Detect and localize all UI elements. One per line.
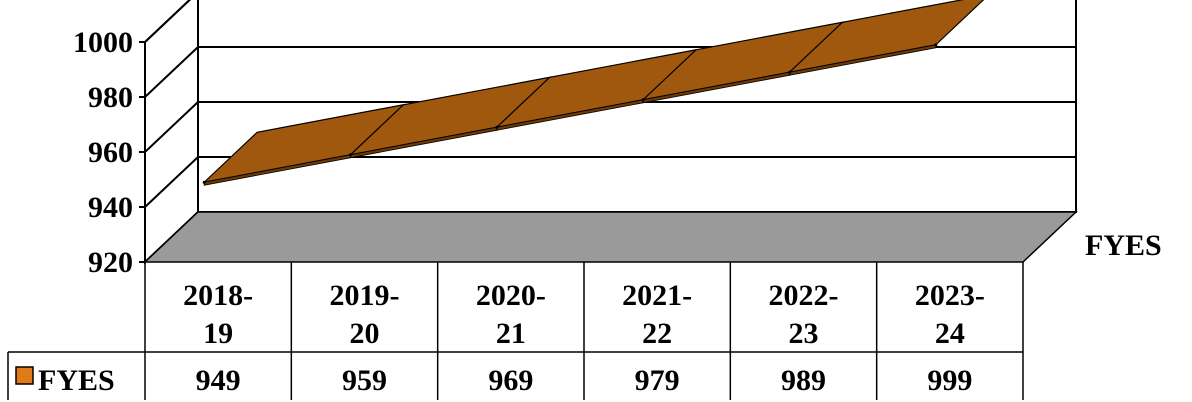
data-point (349, 153, 352, 157)
data-label: 999 (927, 364, 972, 397)
gridline-side (144, 101, 199, 153)
y-tick-label: 980 (88, 81, 133, 114)
data-point (788, 70, 791, 74)
legend-label: FYES (38, 364, 115, 397)
data-label: 979 (635, 364, 680, 397)
y-tick-label: 940 (88, 191, 133, 224)
category-label: 21 (496, 317, 526, 350)
category-label: 2022- (769, 279, 839, 312)
category-label: 2020- (476, 279, 546, 312)
y-axis-ticks: 920 940 960 980 1000 (73, 26, 145, 279)
category-label: 24 (935, 317, 965, 350)
category-label: 23 (789, 317, 819, 350)
series-ribbon (202, 0, 985, 186)
category-label: 2019- (330, 279, 400, 312)
legend-key (15, 366, 34, 385)
category-label: 2021- (622, 279, 692, 312)
y-tick-label: 920 (88, 246, 133, 279)
y-tick-label: 1000 (73, 26, 133, 59)
data-label: 949 (196, 364, 241, 397)
floor-plane (143, 211, 1078, 263)
gridline-side (144, 46, 199, 98)
data-point (202, 180, 206, 184)
y-tick-label: 960 (88, 136, 133, 169)
gridline-side (144, 156, 199, 208)
series-axis-label: FYES (1085, 229, 1162, 262)
category-label: 19 (203, 317, 233, 350)
chart-floor (143, 211, 1078, 263)
category-label: 22 (642, 317, 672, 350)
data-point (495, 125, 499, 129)
data-point (934, 43, 938, 47)
data-label: 989 (781, 364, 826, 397)
data-label: 969 (488, 364, 533, 397)
category-label: 2023- (915, 279, 985, 312)
data-table: 2018- 19 949 2019- 20 959 2020- 21 969 2021- 22 979… (7, 262, 1024, 400)
category-label: 2018- (183, 279, 253, 312)
data-label: 959 (342, 364, 387, 397)
ribbon-front-edge (789, 44, 937, 76)
gridline-side (144, 0, 191, 43)
data-point (641, 98, 645, 102)
category-label: 20 (350, 317, 380, 350)
